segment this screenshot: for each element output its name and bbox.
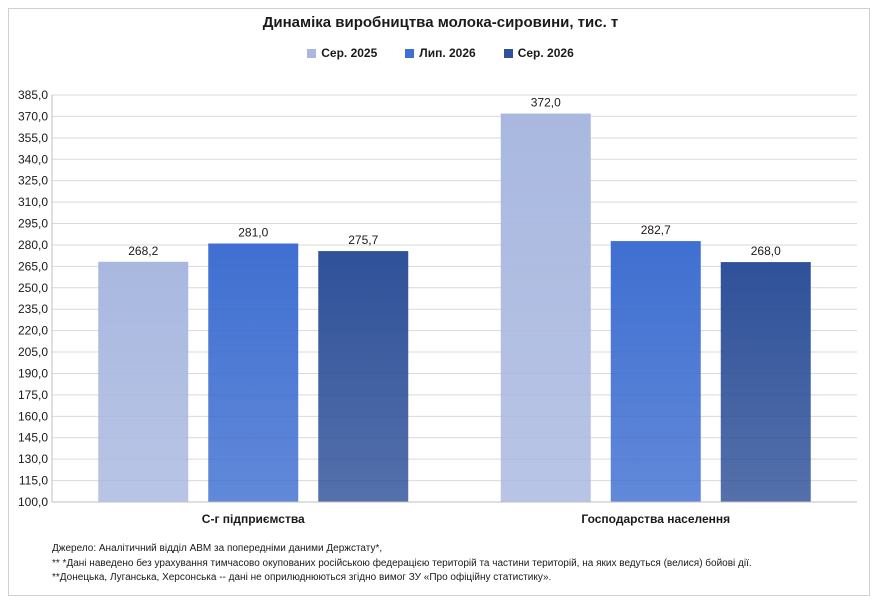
legend-label-2: Сер. 2026 <box>517 46 574 60</box>
y-tick-label: 325,0 <box>18 174 48 188</box>
data-labels: 268,2 281,0 275,7 372,0 282,7 268,0 <box>128 96 781 259</box>
bar-1-0 <box>208 243 299 503</box>
legend-item-1: Лип. 2026 <box>405 46 476 60</box>
y-tick-label: 355,0 <box>18 131 48 145</box>
note-line-0: Джерело: Аналітичний відділ АВМ за попер… <box>52 543 383 554</box>
y-tick-label: 100,0 <box>18 495 48 509</box>
y-tick-label: 220,0 <box>18 324 48 338</box>
legend-item-0: Сер. 2025 <box>307 46 377 60</box>
data-label-0-0: 268,2 <box>128 244 158 258</box>
y-tick-label: 370,0 <box>18 109 48 123</box>
y-tick-label: 340,0 <box>18 152 48 166</box>
note-line-1: ** *Дані наведено без урахування тимчасо… <box>52 557 752 569</box>
y-tick-label: 160,0 <box>18 409 48 423</box>
bar-1-1 <box>610 241 701 502</box>
chart-title: Динаміка виробництва молока-сировини, ти… <box>262 14 619 31</box>
data-label-2-0: 275,7 <box>348 233 378 247</box>
y-tick-label: 115,0 <box>19 474 48 488</box>
legend-label-1: Лип. 2026 <box>419 46 476 60</box>
y-tick-label: 175,0 <box>18 388 48 402</box>
category-label-1: Господарства населення <box>581 512 730 526</box>
category-label-0: С-г підприємства <box>202 512 305 526</box>
y-tick-label: 205,0 <box>18 345 48 359</box>
y-tick-label: 310,0 <box>18 195 48 209</box>
y-tick-label: 130,0 <box>18 452 48 466</box>
source-notes: Джерело: Аналітичний відділ АВМ за попер… <box>52 542 752 586</box>
x-axis: С-г підприємства Господарства населення <box>52 501 857 526</box>
y-axis: 100,0 115,0 130,0 145,0 160,0 175,0 190,0 205,0… <box>18 88 53 509</box>
y-tick-label: 295,0 <box>18 217 48 231</box>
note-line-2: **Донецька, Луганська, Херсонська -- дан… <box>52 572 552 583</box>
data-label-1-0: 281,0 <box>238 226 268 240</box>
y-tick-label: 280,0 <box>18 238 48 252</box>
legend-swatch-2 <box>503 48 513 58</box>
bar-0-0 <box>98 261 189 502</box>
legend-label-0: Сер. 2025 <box>321 46 378 60</box>
y-tick-label: 250,0 <box>18 281 48 295</box>
legend-swatch-1 <box>405 48 415 58</box>
data-label-0-1: 372,0 <box>531 96 561 110</box>
bars <box>98 113 811 503</box>
y-tick-label: 235,0 <box>18 302 48 316</box>
data-label-2-1: 268,0 <box>751 244 781 258</box>
y-tick-label: 145,0 <box>18 431 48 445</box>
bar-2-0 <box>318 251 409 502</box>
y-tick-label: 190,0 <box>18 366 48 380</box>
legend-item-2: Сер. 2026 <box>503 46 574 60</box>
y-tick-label: 385,0 <box>18 88 48 102</box>
bar-0-1 <box>500 113 591 502</box>
chart-legend: Сер. 2025 Лип. 2026 Сер. 2026 <box>0 46 881 60</box>
bar-2-1 <box>720 262 811 502</box>
legend-swatch-0 <box>307 48 317 58</box>
y-tick-label: 265,0 <box>18 259 48 273</box>
data-label-1-1: 282,7 <box>641 223 671 237</box>
